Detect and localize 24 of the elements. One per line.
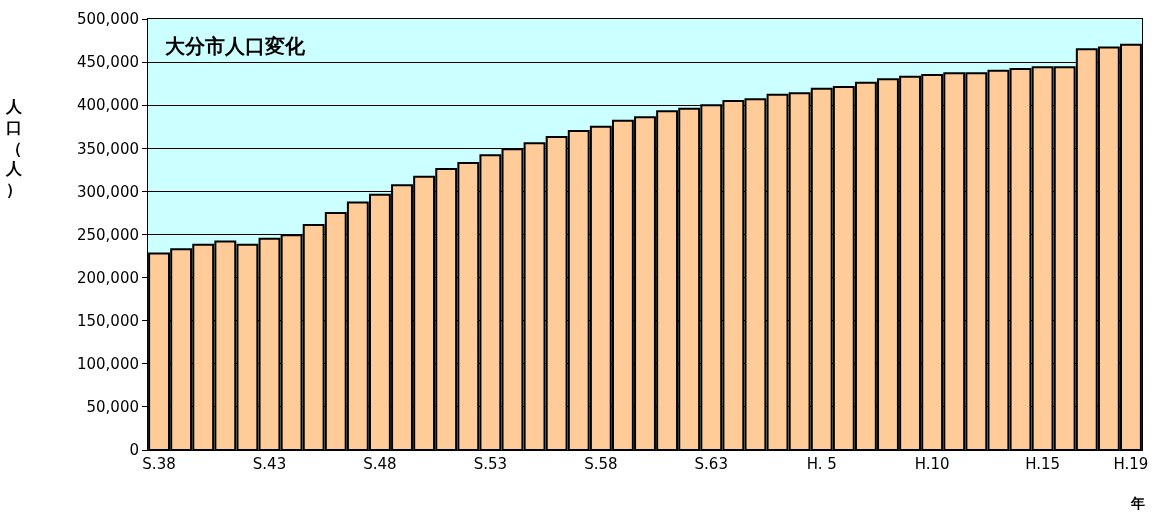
x-tick-label: H.10 [914,455,950,473]
x-tick-label: S.38 [142,455,176,473]
y-tick-label: 400,000 [76,96,139,115]
y-tick-label: 50,000 [86,398,139,417]
x-tick-label: S.43 [252,455,287,473]
x-axis-title: 年 [1130,495,1145,511]
x-tick-label: H. 5 [806,455,837,473]
y-tick-label: 250,000 [76,225,139,244]
x-tick-label: H.19 [1113,455,1149,473]
y-tick-label: 350,000 [76,139,139,158]
x-tick-label: S.53 [473,455,508,473]
x-tick-label: S.48 [363,455,397,473]
y-tick-label: 100,000 [76,355,139,374]
y-tick-label: 300,000 [76,182,139,201]
y-tick-label: 150,000 [76,311,139,330]
y-axis-title: 人口（人） [5,97,23,200]
y-tick-label: 450,000 [76,53,139,72]
y-tick-label: 0 [129,441,139,460]
y-tick-label: 200,000 [76,268,139,287]
y-tick-label: 500,000 [76,10,139,29]
text: 大分市人口変化 [165,34,306,58]
x-tick-label: S.58 [584,455,618,473]
x-tick-label: S.63 [694,455,728,473]
x-tick-label: H.15 [1025,455,1061,473]
